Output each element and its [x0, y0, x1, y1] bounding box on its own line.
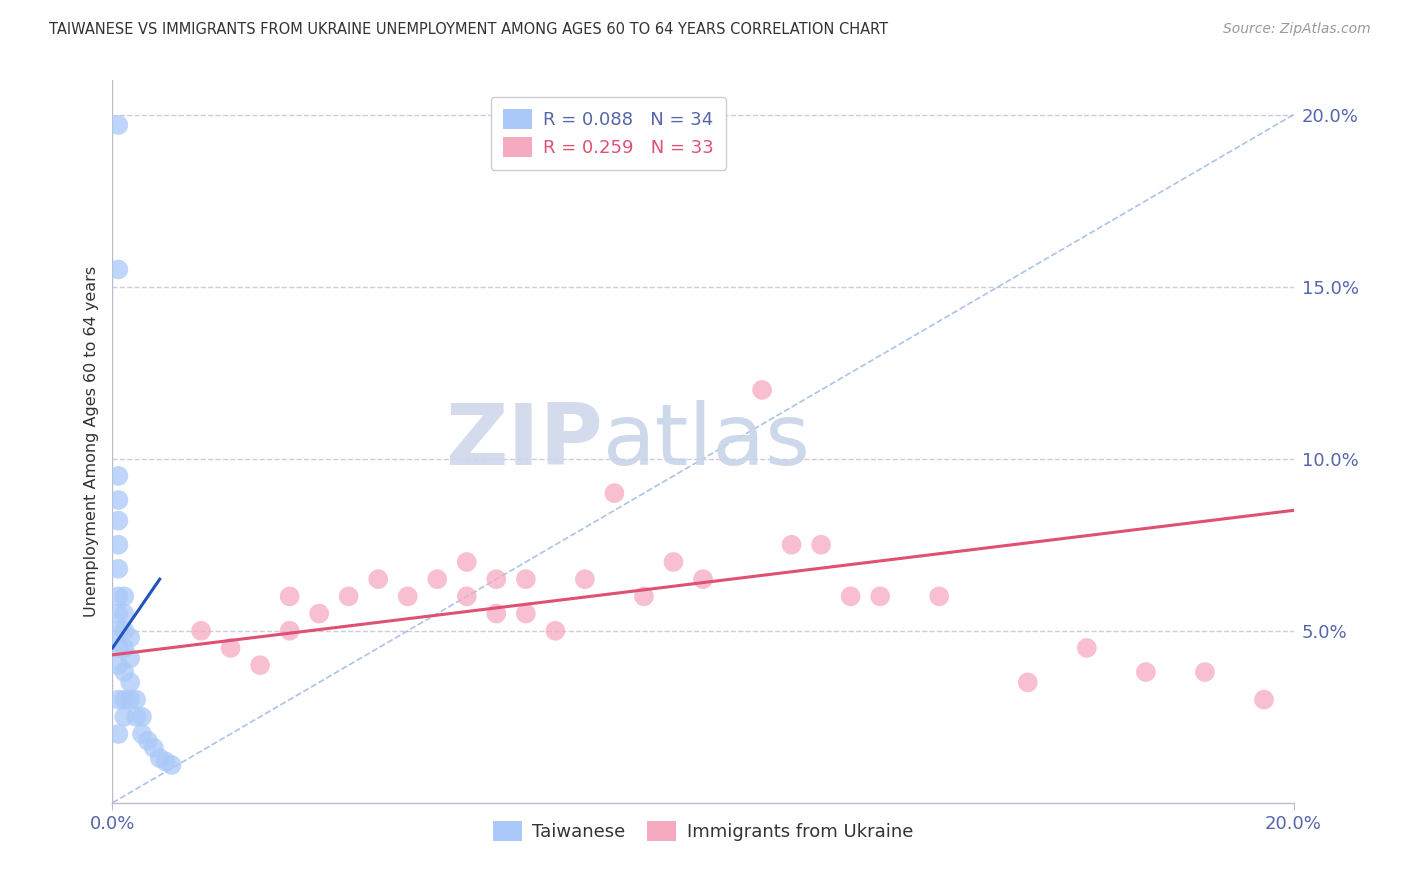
- Point: [426, 572, 449, 586]
- Point: [219, 640, 242, 655]
- Y-axis label: Unemployment Among Ages 60 to 64 years: Unemployment Among Ages 60 to 64 years: [83, 266, 98, 617]
- Point: [107, 607, 129, 621]
- Point: [120, 651, 142, 665]
- Point: [112, 640, 135, 655]
- Point: [1194, 665, 1216, 679]
- Point: [869, 590, 891, 604]
- Point: [515, 572, 537, 586]
- Point: [633, 590, 655, 604]
- Point: [810, 538, 832, 552]
- Point: [190, 624, 212, 638]
- Point: [515, 607, 537, 621]
- Point: [396, 590, 419, 604]
- Point: [107, 469, 129, 483]
- Point: [485, 607, 508, 621]
- Point: [1017, 675, 1039, 690]
- Point: [308, 607, 330, 621]
- Point: [107, 262, 129, 277]
- Point: [692, 572, 714, 586]
- Point: [278, 624, 301, 638]
- Point: [112, 590, 135, 604]
- Point: [603, 486, 626, 500]
- Point: [120, 631, 142, 645]
- Point: [131, 727, 153, 741]
- Legend: Taiwanese, Immigrants from Ukraine: Taiwanese, Immigrants from Ukraine: [485, 814, 921, 848]
- Point: [155, 755, 177, 769]
- Point: [107, 514, 129, 528]
- Point: [839, 590, 862, 604]
- Point: [107, 493, 129, 508]
- Point: [131, 710, 153, 724]
- Point: [107, 624, 129, 638]
- Point: [780, 538, 803, 552]
- Point: [456, 590, 478, 604]
- Point: [112, 692, 135, 706]
- Point: [136, 734, 159, 748]
- Point: [107, 590, 129, 604]
- Point: [574, 572, 596, 586]
- Point: [278, 590, 301, 604]
- Point: [112, 624, 135, 638]
- Point: [928, 590, 950, 604]
- Point: [125, 692, 148, 706]
- Point: [120, 675, 142, 690]
- Point: [367, 572, 389, 586]
- Point: [1135, 665, 1157, 679]
- Point: [107, 692, 129, 706]
- Point: [107, 727, 129, 741]
- Point: [249, 658, 271, 673]
- Point: [160, 758, 183, 772]
- Point: [107, 538, 129, 552]
- Point: [485, 572, 508, 586]
- Point: [544, 624, 567, 638]
- Point: [107, 562, 129, 576]
- Point: [1076, 640, 1098, 655]
- Point: [337, 590, 360, 604]
- Point: [120, 692, 142, 706]
- Text: atlas: atlas: [603, 400, 811, 483]
- Text: ZIP: ZIP: [444, 400, 603, 483]
- Point: [107, 118, 129, 132]
- Point: [107, 658, 129, 673]
- Point: [662, 555, 685, 569]
- Point: [112, 665, 135, 679]
- Point: [107, 640, 129, 655]
- Text: TAIWANESE VS IMMIGRANTS FROM UKRAINE UNEMPLOYMENT AMONG AGES 60 TO 64 YEARS CORR: TAIWANESE VS IMMIGRANTS FROM UKRAINE UNE…: [49, 22, 889, 37]
- Point: [456, 555, 478, 569]
- Point: [1253, 692, 1275, 706]
- Point: [149, 751, 172, 765]
- Point: [112, 607, 135, 621]
- Point: [112, 710, 135, 724]
- Point: [125, 710, 148, 724]
- Text: Source: ZipAtlas.com: Source: ZipAtlas.com: [1223, 22, 1371, 37]
- Point: [751, 383, 773, 397]
- Point: [142, 740, 165, 755]
